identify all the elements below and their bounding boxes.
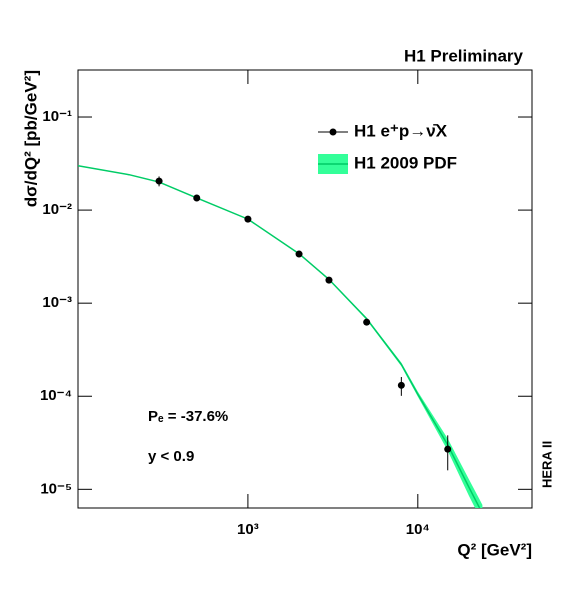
x-axis-label: Q² [GeV²] — [457, 540, 532, 559]
x-tick-label: 10⁴ — [406, 521, 430, 538]
data-point — [244, 215, 252, 223]
data-point — [397, 381, 405, 389]
legend-marker — [329, 128, 337, 136]
y-tick-label: 10⁻¹ — [42, 108, 72, 125]
x-tick-label: 10³ — [237, 521, 259, 538]
chart-title: H1 Preliminary — [404, 46, 524, 65]
data-point — [363, 318, 371, 326]
y-tick-label: 10⁻² — [42, 201, 72, 218]
annotation: Pₑ = -37.6% — [148, 408, 228, 425]
data-point — [155, 177, 163, 185]
prediction-line — [78, 164, 481, 508]
y-axis-label: dσ/dQ² [pb/GeV²] — [21, 70, 40, 207]
legend-label: H1 2009 PDF — [354, 153, 457, 172]
uncertainty-band — [78, 165, 483, 508]
annotation: y < 0.9 — [148, 448, 194, 465]
y-tick-label: 10⁻⁵ — [40, 480, 72, 497]
data-point — [325, 276, 333, 284]
legend-label: H1 e⁺p→ν̄X — [354, 121, 448, 140]
data-point — [193, 194, 201, 202]
y-tick-label: 10⁻⁴ — [40, 387, 72, 404]
annotation: HERA II — [539, 441, 554, 488]
plot-frame — [77, 69, 533, 509]
y-tick-label: 10⁻³ — [42, 294, 72, 311]
data-point — [295, 250, 303, 258]
data-point — [444, 445, 452, 453]
